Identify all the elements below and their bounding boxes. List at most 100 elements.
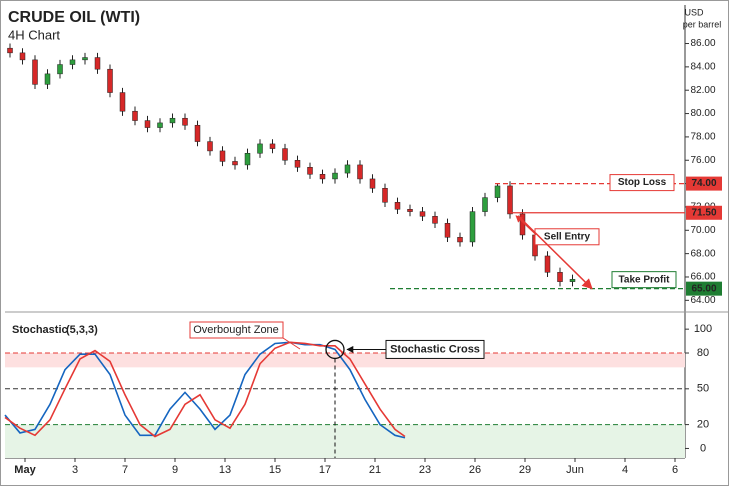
zone	[5, 424, 685, 458]
candle-body	[494, 185, 501, 198]
candle-body	[419, 211, 426, 217]
candle-body	[32, 59, 38, 85]
y-tick-label: 86.00	[690, 38, 715, 49]
annotation-box	[385, 339, 485, 359]
y-axis-title: per barrel	[683, 19, 722, 29]
x-tick-label: 15	[269, 464, 281, 476]
stoch-params: (5,3,3)	[66, 324, 98, 336]
x-tick-label: 6	[672, 464, 678, 476]
y-tick-label: 64.00	[690, 295, 715, 306]
x-tick-label: 29	[519, 464, 531, 476]
candle-body	[332, 172, 338, 180]
level-tag-label: 65.00	[691, 283, 716, 294]
candle-body	[244, 152, 251, 166]
x-tick-label: Jun	[566, 464, 584, 476]
candle-body	[507, 185, 513, 215]
candle-body	[307, 167, 313, 175]
candle-body	[369, 178, 376, 189]
x-tick-label: 9	[172, 464, 178, 476]
candle-body	[169, 117, 176, 124]
candle-body	[219, 150, 226, 162]
y-tick-label: 80	[697, 347, 709, 359]
level-tag	[686, 205, 722, 220]
stoch-line	[4, 341, 406, 438]
chart-title: CRUDE OIL (WTI)	[8, 9, 140, 26]
candle-body	[119, 92, 126, 112]
candle-body	[107, 68, 113, 93]
candle-body	[19, 52, 26, 61]
candle-body	[194, 124, 201, 142]
candle-body	[232, 161, 238, 166]
candle-body	[457, 237, 463, 243]
zone-box	[189, 321, 284, 339]
candle-body	[432, 216, 438, 224]
candle-body	[469, 211, 476, 243]
y-tick-label: 0	[700, 442, 706, 454]
y-tick-label: 82.00	[690, 85, 715, 96]
candle-body	[519, 213, 526, 236]
y-axis-title: USD	[684, 7, 704, 17]
candle-body	[57, 64, 63, 75]
stoch-title: Stochastic	[12, 324, 68, 336]
zone	[5, 353, 685, 368]
x-tick-label: 26	[469, 464, 481, 476]
candle-body	[182, 117, 188, 126]
y-tick-label: 100	[694, 323, 712, 335]
candle-body	[144, 120, 151, 128]
candle-body	[207, 141, 213, 152]
candle-body	[482, 197, 488, 212]
chart-subtitle: 4H Chart	[8, 27, 60, 42]
x-tick-label: 3	[72, 464, 78, 476]
y-tick-label: 70.00	[690, 225, 715, 236]
level-name: Sell Entry	[544, 231, 591, 242]
level-box	[534, 228, 600, 246]
candle-body	[132, 110, 138, 121]
candle-body	[257, 143, 263, 154]
x-tick-label: 21	[369, 464, 381, 476]
candle-body	[94, 57, 101, 70]
level-tag	[686, 176, 722, 191]
y-tick-label: 68.00	[690, 248, 715, 259]
y-tick-label: 78.00	[690, 132, 715, 143]
candle-body	[382, 188, 388, 203]
level-tag-label: 74.00	[691, 178, 716, 189]
y-tick-label: 80.00	[690, 108, 715, 119]
candle-body	[69, 59, 76, 65]
zone-label: Overbought Zone	[193, 324, 279, 336]
candle-body	[319, 174, 326, 180]
candle-body	[394, 202, 401, 210]
candle-body	[557, 272, 563, 282]
y-tick-label: 50	[697, 383, 709, 395]
level-box	[611, 271, 677, 289]
y-tick-label: 76.00	[690, 155, 715, 166]
candle-body	[82, 57, 88, 61]
x-tick-label: 23	[419, 464, 431, 476]
candle-body	[357, 164, 363, 180]
candle-body	[7, 47, 13, 54]
level-box	[609, 174, 675, 192]
level-name: Stop Loss	[618, 177, 667, 188]
x-tick-label: May	[14, 464, 36, 476]
candle-body	[544, 255, 551, 273]
trade-arrow	[517, 215, 593, 290]
stoch-line	[4, 341, 406, 439]
candle-body	[444, 223, 451, 238]
candle-body	[282, 148, 288, 161]
candle-body	[157, 122, 163, 128]
candle-body	[344, 164, 351, 174]
candle-body	[294, 160, 301, 168]
level-tag-label: 71.50	[691, 207, 716, 218]
annotation-label: Stochastic Cross	[390, 343, 480, 355]
level-tag	[686, 281, 722, 296]
x-tick-label: 13	[219, 464, 231, 476]
candle-body	[569, 279, 576, 282]
y-tick-label: 84.00	[690, 62, 715, 73]
level-name: Take Profit	[619, 274, 671, 285]
zone-pointer	[282, 337, 301, 350]
candle-body	[407, 209, 413, 212]
entry-pointer	[515, 215, 537, 236]
x-tick-label: 4	[622, 464, 628, 476]
x-tick-label: 7	[122, 464, 128, 476]
y-tick-label: 20	[697, 419, 709, 431]
